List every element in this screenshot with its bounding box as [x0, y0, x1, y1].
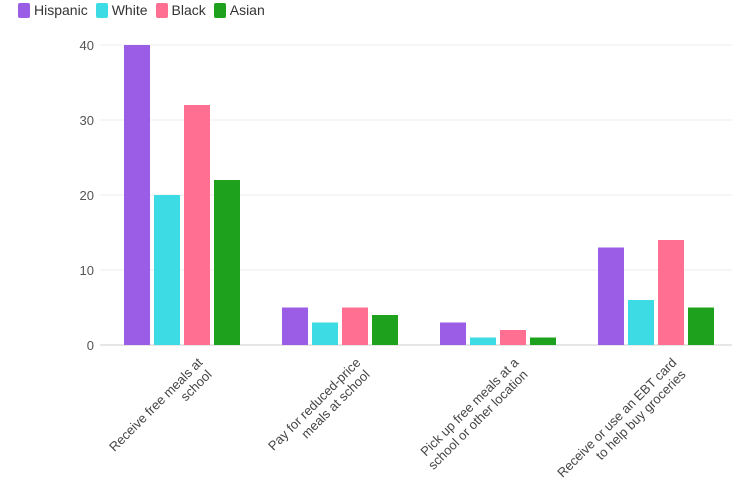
chart-legend: Hispanic White Black Asian	[18, 2, 265, 18]
legend-swatch-hispanic	[18, 2, 30, 18]
bar-white-0	[154, 195, 180, 345]
legend-label-hispanic: Hispanic	[34, 2, 88, 18]
x-tick-label: Receive or use an EBT cardto help buy gr…	[554, 355, 690, 486]
bar-black-2	[500, 330, 526, 345]
bar-white-3	[628, 300, 654, 345]
x-tick-label-line: Pay for reduced-price	[265, 355, 363, 453]
legend-swatch-asian	[213, 2, 226, 18]
y-tick-label: 30	[80, 113, 94, 128]
legend-swatch-black	[155, 2, 168, 18]
x-tick-label: Pay for reduced-pricemeals at school	[265, 355, 374, 464]
bar-asian-1	[372, 315, 398, 345]
legend-label-black: Black	[171, 2, 206, 18]
legend-label-white: White	[111, 2, 148, 18]
x-tick-label: Pick up free meals at aschool or other l…	[414, 354, 532, 472]
bar-white-1	[312, 322, 338, 345]
bar-black-1	[342, 307, 368, 345]
bar-asian-3	[688, 307, 714, 345]
bar-hispanic-0	[124, 45, 150, 345]
x-tick-label-line: Receive or use an EBT card	[554, 355, 679, 480]
y-tick-label: 40	[80, 38, 94, 53]
x-tick-label-line: Receive free meals at	[106, 355, 206, 455]
bar-hispanic-2	[440, 322, 466, 345]
bar-black-0	[184, 105, 210, 345]
x-tick-label-line: school or other location	[425, 367, 531, 473]
bar-black-3	[658, 240, 684, 345]
legend-label-asian: Asian	[229, 2, 265, 18]
bar-hispanic-1	[282, 307, 308, 345]
x-tick-label: Receive free meals atschool	[106, 355, 216, 465]
bar-white-2	[470, 337, 496, 345]
bar-asian-0	[214, 180, 240, 345]
legend-item-black[interactable]: Black	[155, 2, 206, 18]
legend-swatch-white	[95, 2, 108, 18]
legend-item-asian[interactable]: Asian	[213, 2, 265, 18]
legend-item-hispanic[interactable]: Hispanic	[18, 2, 88, 18]
x-tick-label-line: Pick up free meals at a	[417, 354, 522, 459]
bar-asian-2	[530, 337, 556, 345]
bar-hispanic-3	[598, 247, 624, 345]
x-tick-label-line: to help buy groceries	[593, 367, 689, 463]
legend-item-white[interactable]: White	[95, 2, 148, 18]
y-tick-label: 10	[80, 263, 94, 278]
y-tick-label: 20	[80, 188, 94, 203]
y-tick-label: 0	[87, 338, 94, 353]
